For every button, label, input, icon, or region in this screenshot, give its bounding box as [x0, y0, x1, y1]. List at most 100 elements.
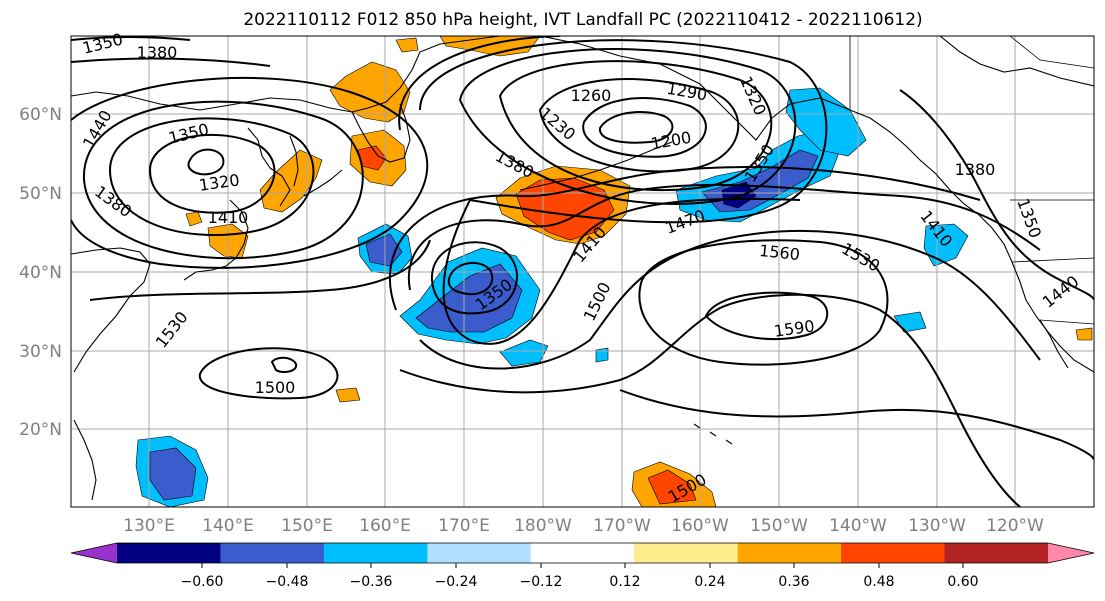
- clabel-8: 1260: [571, 86, 612, 105]
- contour-10: [407, 183, 1041, 291]
- cb-label-6: 0.24: [694, 574, 725, 590]
- lon-label-160w: 160°W: [671, 516, 729, 536]
- contour-west-5: [71, 76, 429, 269]
- shade-positive-kamchatka: [329, 61, 411, 123]
- colorbar: −0.60 −0.48 −0.36 −0.24 −0.12 0.12 0.24 …: [70, 542, 1095, 590]
- contour-1590: [704, 291, 829, 341]
- coast-philippines: [73, 419, 97, 501]
- cb-label-5: 0.12: [609, 574, 640, 590]
- contour-west-1: [187, 148, 225, 176]
- colorbar-cell: [841, 543, 946, 563]
- cb-label-3: −0.24: [435, 574, 478, 590]
- lon-label-170e: 170°E: [438, 516, 490, 536]
- contour-1560: [638, 239, 889, 366]
- clabel-7: 1410: [208, 208, 249, 227]
- coast-korea-china: [71, 247, 151, 373]
- cb-label-2: −0.36: [350, 574, 393, 590]
- lat-label-30n: 30°N: [19, 342, 62, 362]
- colorbar-cell: [427, 543, 532, 563]
- shade-positive-north-small: [395, 37, 419, 53]
- contour-west-4: [82, 100, 364, 260]
- colorbar-tick-labels: −0.60 −0.48 −0.36 −0.24 −0.12 0.12 0.24 …: [181, 574, 979, 590]
- height-contours: [71, 36, 1094, 507]
- clabel-2: 1380: [137, 43, 178, 62]
- cb-label-8: 0.48: [863, 574, 894, 590]
- contour-11: [389, 166, 981, 311]
- colorbar-outline: [70, 542, 1095, 564]
- contour-east: [899, 89, 1094, 301]
- cb-label-0: −0.60: [181, 574, 224, 590]
- lon-label-120w: 120°W: [986, 516, 1044, 536]
- lon-label-170w: 170°W: [593, 516, 651, 536]
- contour-6: [419, 39, 828, 345]
- shade-positive-small-s: [335, 387, 361, 403]
- contour-south: [619, 389, 1094, 461]
- borders: [849, 36, 1094, 325]
- colorbar-extend-max: [1048, 543, 1094, 563]
- contour-west-2: [148, 133, 276, 214]
- shade-strong-hawaii: [647, 469, 697, 505]
- map-panel: 1350 1380 1440 1350 1320 1380 1410 1260 …: [19, 30, 1095, 536]
- clabel-17: 1560: [758, 241, 800, 264]
- coast-northeast: [939, 36, 1094, 87]
- coastlines: [71, 36, 1094, 501]
- contour-4: [498, 60, 773, 192]
- lat-label-50n: 50°N: [19, 184, 62, 204]
- clabel-24: 1380: [955, 160, 996, 179]
- contour-1500-small: [270, 356, 298, 373]
- contour-7: [398, 36, 561, 131]
- contour-9: [430, 241, 518, 315]
- shade-negative-small-e: [595, 347, 609, 363]
- colorbar-cell: [323, 543, 428, 563]
- coast-alaska: [539, 36, 979, 215]
- lon-label-150w: 150°W: [750, 516, 808, 536]
- coast-kamchatka: [351, 103, 411, 163]
- lat-label-60n: 60°N: [19, 105, 62, 125]
- contour-13: [399, 293, 1021, 507]
- colorbar-cell: [220, 543, 325, 563]
- colorbar-cell: [530, 543, 635, 563]
- colorbar-cell: [944, 543, 1049, 563]
- coast-hawaii: [693, 423, 733, 445]
- shade-strong-negative-central: [415, 263, 523, 333]
- lon-label-130e: 130°E: [123, 516, 175, 536]
- shade-darkest-gulf: [721, 181, 757, 209]
- colorbar-cell: [117, 543, 221, 563]
- colorbar-cell: [737, 543, 842, 563]
- coast-kuriles: [303, 169, 343, 197]
- lon-label-180w: 180°W: [514, 516, 572, 536]
- contour-8: [447, 261, 494, 296]
- figure-title: 2022110112 F012 850 hPa height, IVT Land…: [243, 10, 922, 30]
- coast-sakhalin: [289, 135, 299, 187]
- contour-1: [599, 111, 674, 144]
- contour-5: [458, 48, 797, 205]
- contour-3: [538, 78, 740, 173]
- coast-asia-north: [71, 36, 501, 113]
- colorbar-cell: [634, 543, 739, 563]
- coast-aleutians: [519, 141, 673, 191]
- contour-2: [582, 97, 707, 158]
- coast-okhotsk-west: [247, 127, 291, 207]
- shade-strong-negative-philippines: [149, 447, 197, 501]
- lon-label-140w: 140°W: [829, 516, 887, 536]
- shade-negative-bc: [923, 223, 969, 267]
- cb-label-4: −0.12: [520, 574, 563, 590]
- contour-west-6: [71, 36, 191, 41]
- contour-west-3: [108, 117, 315, 236]
- shade-negative-small-ne: [499, 339, 549, 367]
- contour-west-8: [89, 239, 431, 301]
- lon-label-150e: 150°E: [281, 516, 333, 536]
- lon-label-130w: 130°W: [908, 516, 966, 536]
- colorbar-ticks: [201, 563, 964, 568]
- cb-label-9: 0.60: [947, 574, 978, 590]
- contour-12: [419, 230, 1041, 370]
- contour-1500-west: [198, 347, 339, 400]
- colorbar-cells: [71, 543, 1094, 563]
- shade-positive-small-1: [185, 211, 203, 227]
- cb-label-1: −0.48: [266, 574, 309, 590]
- longitude-labels: 130°E 140°E 150°E 160°E 170°E 180°W 170°…: [123, 516, 1044, 536]
- lat-label-40n: 40°N: [19, 263, 62, 283]
- lon-label-160e: 160°E: [359, 516, 411, 536]
- shade-positive-small-baja: [1075, 327, 1093, 341]
